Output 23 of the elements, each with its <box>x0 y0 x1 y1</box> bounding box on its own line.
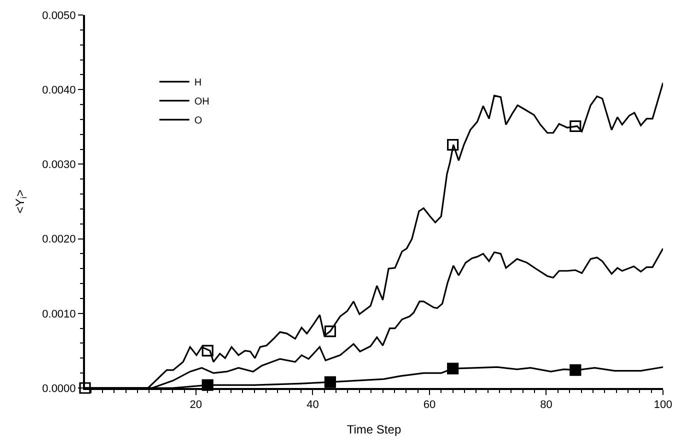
y-tick-label: 0.0020 <box>42 234 76 246</box>
x-tick-label: 60 <box>423 399 436 412</box>
y-tick-label: 0.0030 <box>42 159 76 172</box>
x-tick-label: 20 <box>190 399 202 412</box>
y-tick-label: 0.0010 <box>42 308 76 320</box>
point <box>570 120 582 132</box>
x-axis-title: Time Step <box>346 422 402 437</box>
point <box>570 364 582 376</box>
x-tick-label: 80 <box>540 399 552 412</box>
point <box>202 344 214 356</box>
legend-label: OH <box>194 96 210 108</box>
point <box>447 139 459 151</box>
point <box>447 362 459 374</box>
point <box>324 326 336 338</box>
y-tick-label: 0.0040 <box>42 84 76 96</box>
point <box>324 376 336 388</box>
legend-label: O <box>194 116 202 127</box>
y-tick-label: 0.0050 <box>42 10 76 22</box>
x-tick-label: 100 <box>654 399 672 412</box>
x-tick-label: 40 <box>306 399 319 412</box>
y-tick-label: 0.0000 <box>42 382 76 395</box>
point <box>79 382 91 394</box>
legend-label: H <box>194 78 202 89</box>
